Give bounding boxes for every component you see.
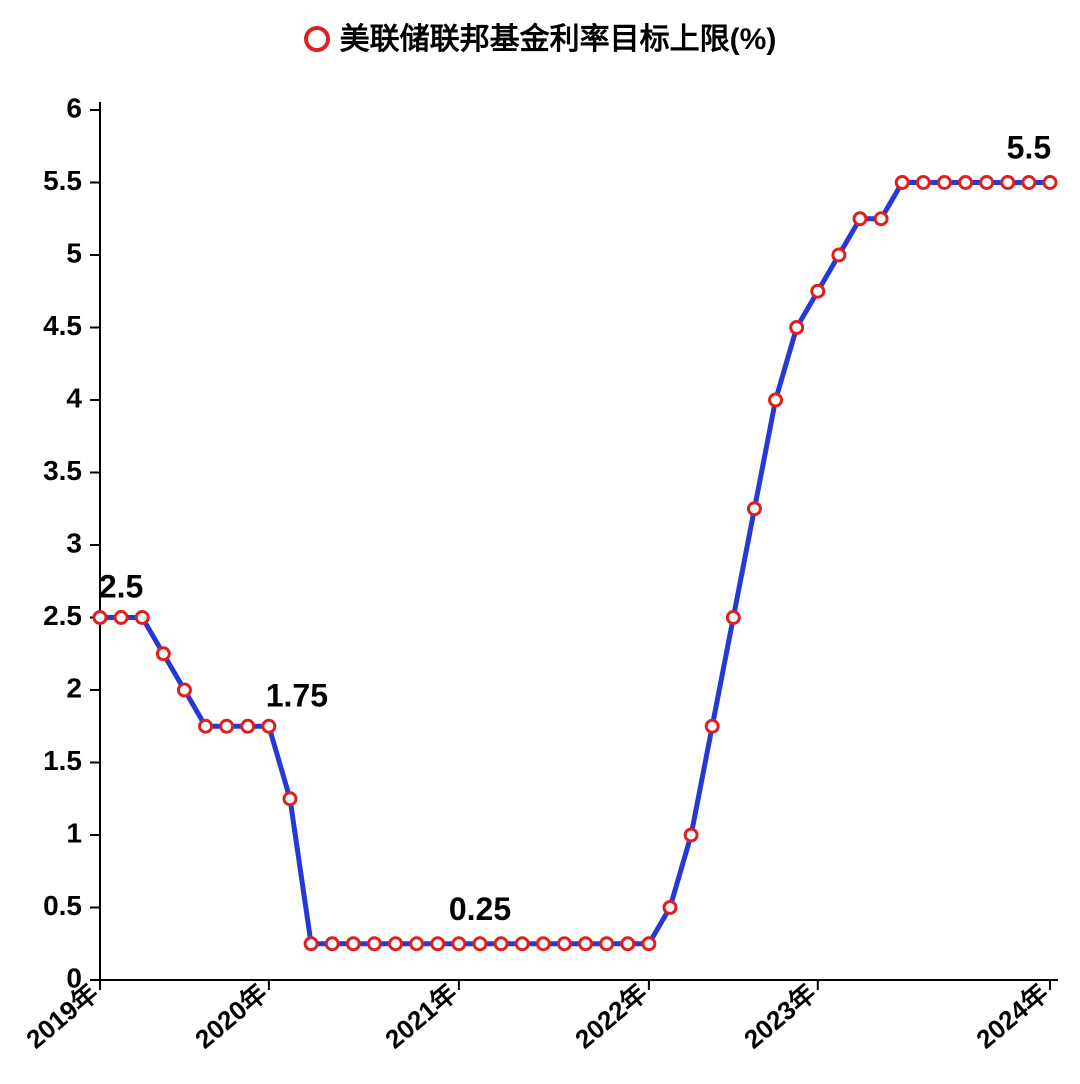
data-point bbox=[643, 938, 655, 950]
data-point bbox=[495, 938, 507, 950]
y-tick-label: 4 bbox=[66, 382, 82, 413]
data-point bbox=[875, 213, 887, 225]
value-annotation: 1.75 bbox=[266, 677, 328, 713]
legend: 美联储联邦基金利率目标上限(%) bbox=[0, 14, 1080, 58]
y-tick-label: 0.5 bbox=[43, 890, 82, 921]
data-point bbox=[896, 177, 908, 189]
y-tick-label: 1 bbox=[66, 817, 82, 848]
data-point bbox=[1044, 177, 1056, 189]
chart-container: 美联储联邦基金利率目标上限(%) 00.511.522.533.544.555.… bbox=[0, 0, 1080, 1084]
data-point bbox=[347, 938, 359, 950]
data-point bbox=[115, 612, 127, 624]
data-point bbox=[981, 177, 993, 189]
data-point bbox=[326, 938, 338, 950]
value-annotation: 5.5 bbox=[1007, 130, 1051, 166]
data-point bbox=[664, 902, 676, 914]
data-point bbox=[411, 938, 423, 950]
data-point bbox=[305, 938, 317, 950]
data-point bbox=[516, 938, 528, 950]
data-point bbox=[601, 938, 613, 950]
data-point bbox=[474, 938, 486, 950]
data-point bbox=[960, 177, 972, 189]
x-tick-label: 2024年 bbox=[970, 978, 1054, 1055]
x-tick-label: 2021年 bbox=[379, 978, 463, 1055]
data-point bbox=[242, 720, 254, 732]
data-point bbox=[938, 177, 950, 189]
line-chart: 00.511.522.533.544.555.562019年2020年2021年… bbox=[0, 0, 1080, 1084]
data-point bbox=[770, 394, 782, 406]
data-point bbox=[94, 612, 106, 624]
data-point bbox=[200, 720, 212, 732]
y-tick-label: 2.5 bbox=[43, 600, 82, 631]
data-point bbox=[727, 612, 739, 624]
data-point bbox=[432, 938, 444, 950]
legend-marker-icon bbox=[304, 26, 330, 52]
data-point bbox=[537, 938, 549, 950]
data-point bbox=[791, 322, 803, 334]
legend-label: 美联储联邦基金利率目标上限(%) bbox=[340, 23, 777, 56]
y-tick-label: 6 bbox=[66, 92, 82, 123]
y-tick-label: 5 bbox=[66, 237, 82, 268]
y-tick-label: 1.5 bbox=[43, 745, 82, 776]
data-point bbox=[136, 612, 148, 624]
data-point bbox=[917, 177, 929, 189]
value-annotation: 0.25 bbox=[449, 891, 511, 927]
data-point bbox=[1002, 177, 1014, 189]
x-tick-label: 2023年 bbox=[738, 978, 822, 1055]
y-tick-label: 4.5 bbox=[43, 310, 82, 341]
data-point bbox=[685, 829, 697, 841]
data-point bbox=[812, 285, 824, 297]
y-tick-label: 5.5 bbox=[43, 165, 82, 196]
y-tick-label: 3 bbox=[66, 527, 82, 558]
data-point bbox=[833, 249, 845, 261]
data-point bbox=[221, 720, 233, 732]
data-point bbox=[368, 938, 380, 950]
x-tick-label: 2019年 bbox=[20, 978, 104, 1055]
data-point bbox=[580, 938, 592, 950]
data-point bbox=[390, 938, 402, 950]
y-tick-label: 2 bbox=[66, 672, 82, 703]
value-annotation: 2.5 bbox=[99, 569, 143, 605]
data-point bbox=[706, 720, 718, 732]
data-point bbox=[622, 938, 634, 950]
data-point bbox=[178, 684, 190, 696]
data-point bbox=[284, 793, 296, 805]
data-point bbox=[558, 938, 570, 950]
data-point bbox=[157, 648, 169, 660]
y-tick-label: 3.5 bbox=[43, 455, 82, 486]
data-point bbox=[263, 720, 275, 732]
data-point bbox=[1023, 177, 1035, 189]
data-point bbox=[854, 213, 866, 225]
data-point bbox=[453, 938, 465, 950]
x-tick-label: 2022年 bbox=[569, 978, 653, 1055]
x-tick-label: 2020年 bbox=[189, 978, 273, 1055]
rate-line bbox=[100, 183, 1050, 944]
data-point bbox=[748, 503, 760, 515]
